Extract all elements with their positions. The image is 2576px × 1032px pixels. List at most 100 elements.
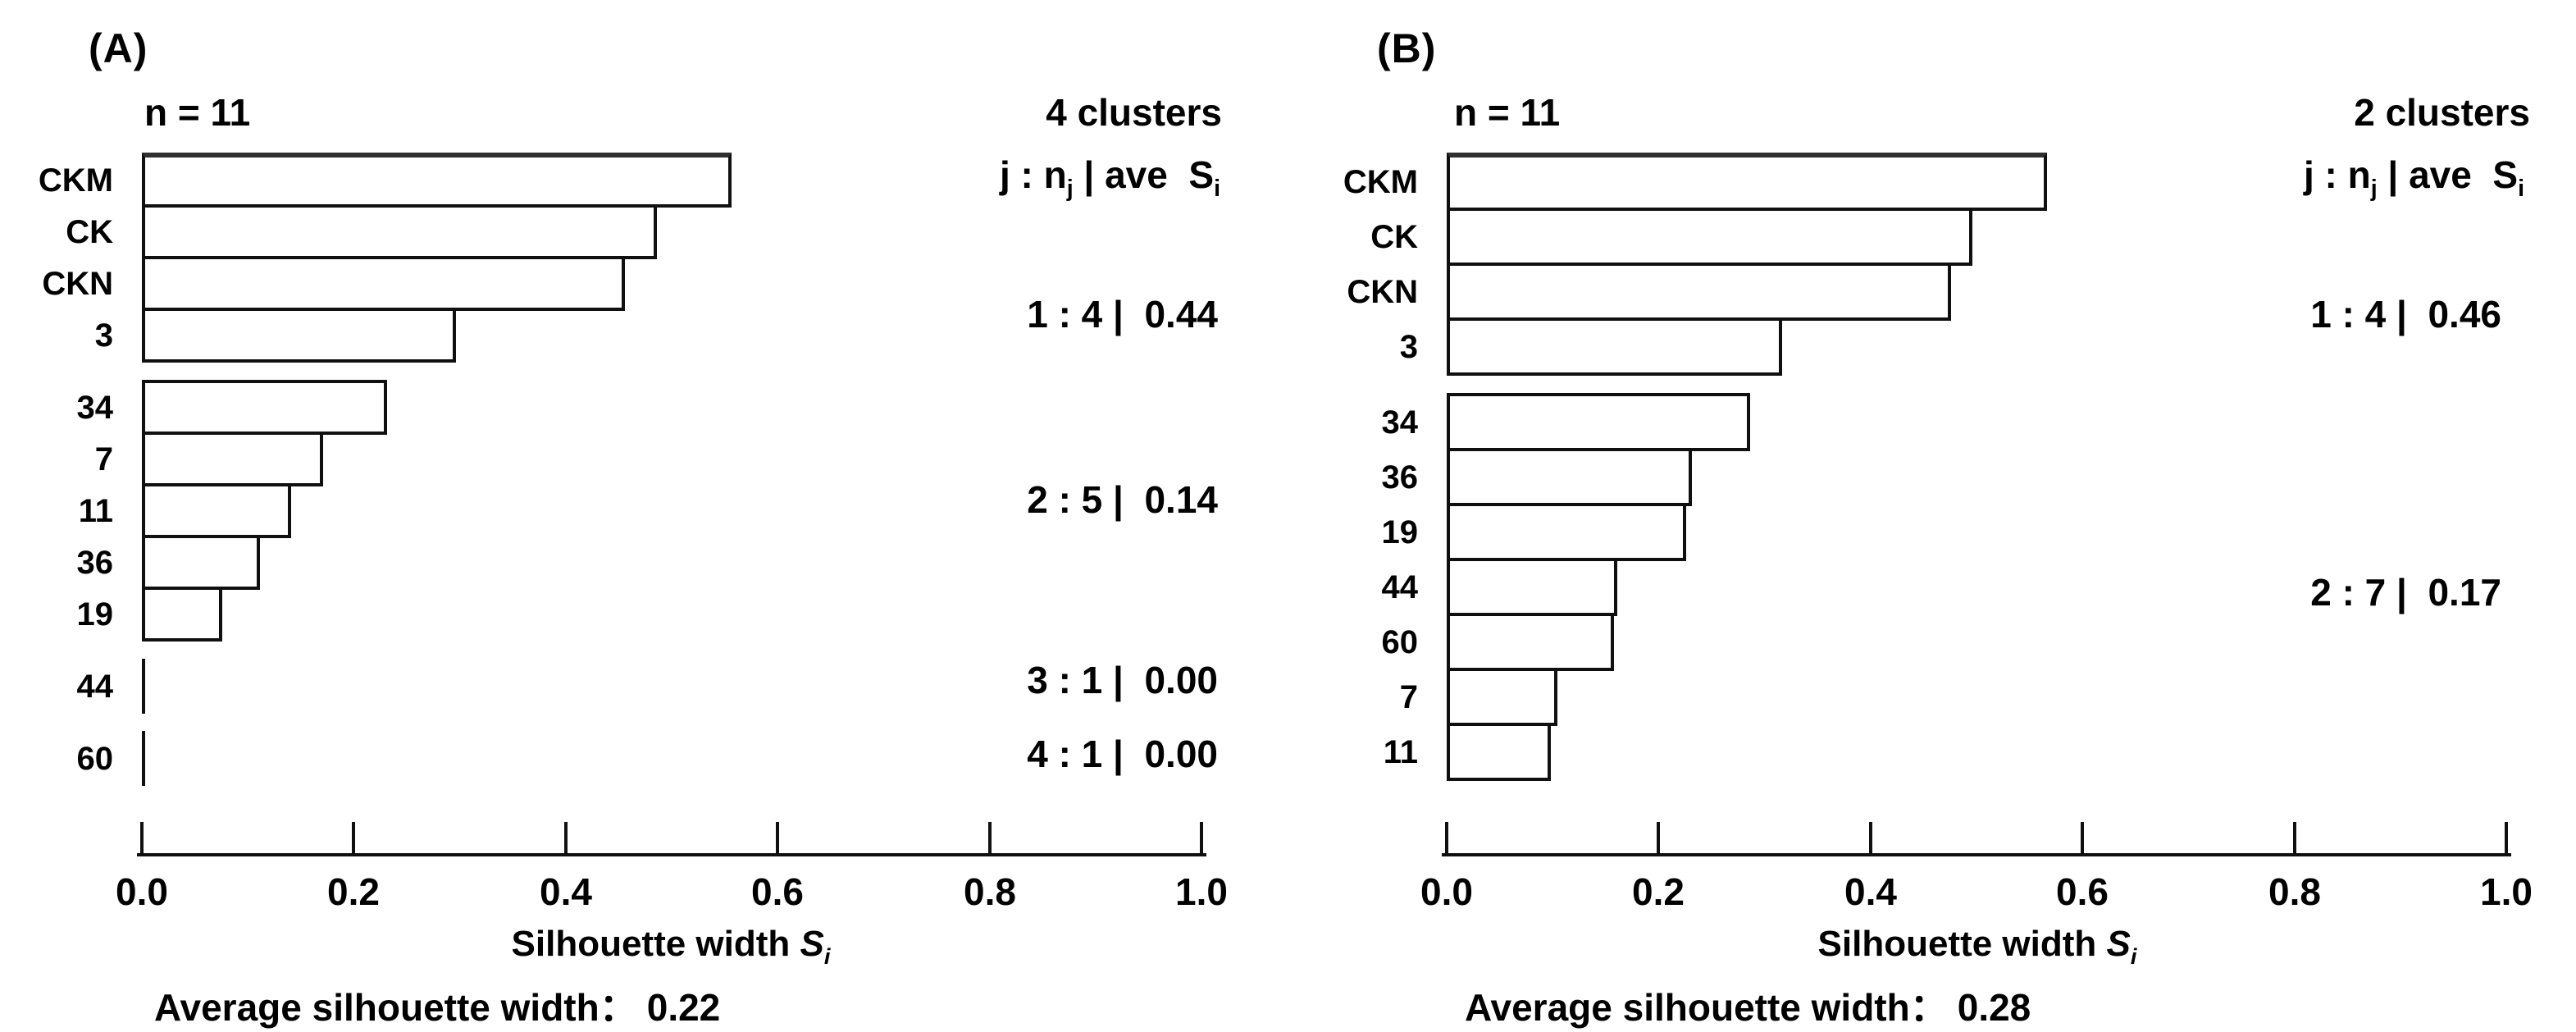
bar-60: [142, 731, 145, 786]
x-axis-tick-label: 0.2: [1632, 870, 1685, 913]
x-axis-line: [137, 853, 1206, 856]
x-axis-tick: [2081, 822, 2084, 853]
average-label: Average silhouette width：: [1465, 986, 1948, 1029]
x-axis-tick: [1657, 822, 1660, 853]
axis-title-symbol: S: [800, 924, 824, 964]
x-axis-tick: [352, 822, 355, 853]
bar-36: [1447, 448, 1692, 506]
average-value: 0.28: [1957, 986, 2031, 1029]
bar-label-34: 34: [1381, 404, 1419, 441]
bar-label-36: 36: [76, 544, 114, 581]
bar-3: [142, 308, 456, 363]
bar-label-7: 7: [1399, 678, 1418, 715]
panel-a-cluster-count-label: 4 clusters: [1046, 91, 1222, 134]
bar-label-11: 11: [1383, 733, 1418, 770]
axis-title-symbol-sub: i: [2130, 943, 2137, 969]
legend-middle-sub: i: [2518, 176, 2524, 203]
bar-label-CKM: CKM: [38, 162, 113, 199]
x-axis-tick: [2293, 822, 2296, 853]
x-axis-tick-label: 0.0: [116, 870, 168, 913]
bar-label-60: 60: [1381, 623, 1419, 660]
bar-label-CKN: CKN: [42, 265, 113, 302]
bar-label-3: 3: [94, 317, 113, 354]
legend-middle: | ave S: [1073, 153, 1215, 196]
bar-label-7: 7: [94, 441, 113, 477]
axis-title-symbol: S: [2106, 924, 2131, 964]
bar-label-44: 44: [76, 668, 114, 705]
cluster-annotation-1: 1 : 4 | 0.44: [1027, 293, 1218, 336]
bar-19: [1447, 503, 1686, 561]
bar-CK: [1447, 208, 1972, 266]
average-label: Average silhouette width：: [154, 986, 637, 1029]
panel-b-average-silhouette-width: Average silhouette width： 0.28: [1465, 978, 2031, 1032]
bar-44: [1447, 558, 1617, 616]
cluster-annotation-2: 2 : 5 | 0.14: [1027, 478, 1218, 521]
axis-title-symbol-sub: i: [823, 943, 831, 969]
bar-label-60: 60: [76, 740, 114, 777]
x-axis-tick: [1869, 822, 1872, 853]
x-axis-tick: [2505, 822, 2508, 853]
bar-label-CKN: CKN: [1347, 273, 1418, 310]
bar-label-3: 3: [1399, 328, 1418, 365]
panel-b-x-axis-title: Silhouette width Si: [1608, 924, 2346, 970]
legend-middle: | ave S: [2377, 153, 2519, 196]
average-value: 0.22: [646, 986, 721, 1029]
bar-11: [142, 483, 291, 538]
x-axis-tick: [140, 822, 144, 853]
axis-title-text: Silhouette width: [511, 924, 800, 964]
panel-a-sample-size-label: n = 11: [144, 91, 251, 134]
x-axis-tick-label: 1.0: [1175, 870, 1228, 913]
x-axis-tick: [776, 822, 779, 853]
cluster-annotation-4: 4 : 1 | 0.00: [1027, 733, 1218, 775]
legend-prefix-sub: j: [1066, 176, 1074, 203]
x-axis-tick-label: 0.6: [751, 870, 804, 913]
bar-label-19: 19: [76, 596, 114, 632]
bar-label-19: 19: [1381, 514, 1419, 550]
bar-34: [1447, 393, 1750, 451]
panel-b-cluster-count-label: 2 clusters: [2354, 91, 2530, 134]
legend-prefix: j : n: [999, 153, 1067, 196]
bar-label-CK: CK: [66, 213, 113, 250]
x-axis-tick-label: 0.0: [1420, 870, 1473, 913]
x-axis-tick-label: 0.2: [327, 870, 380, 913]
panel-b-cluster-legend-header: j : nj | ave Si: [2114, 153, 2524, 203]
panel-b-tag: (B): [1377, 25, 1437, 71]
x-axis-tick: [1200, 822, 1203, 853]
bar-60: [1447, 613, 1614, 671]
x-axis-tick: [1445, 822, 1448, 853]
bar-19: [142, 587, 222, 642]
bar-CK: [142, 204, 657, 259]
x-axis-line: [1442, 853, 2511, 856]
x-axis-tick-label: 1.0: [2480, 870, 2533, 913]
panel-a-cluster-legend-header: j : nj | ave Si: [810, 153, 1220, 203]
x-axis-tick-label: 0.4: [540, 870, 592, 913]
bar-label-11: 11: [78, 492, 113, 529]
x-axis-tick-label: 0.6: [2056, 870, 2109, 913]
legend-middle-sub: i: [1214, 176, 1220, 203]
panel-a-x-axis-title: Silhouette width Si: [302, 924, 1040, 970]
bar-CKN: [1447, 263, 1951, 321]
cluster-annotation-2: 2 : 7 | 0.17: [2310, 571, 2501, 614]
bar-label-CKM: CKM: [1343, 163, 1418, 200]
bar-44: [142, 659, 145, 714]
legend-prefix: j : n: [2303, 153, 2371, 196]
bar-CKM: [1447, 153, 2047, 211]
cluster-annotation-3: 3 : 1 | 0.00: [1027, 659, 1218, 701]
bar-CKN: [142, 256, 625, 311]
panel-b-sample-size-label: n = 11: [1454, 91, 1561, 134]
bar-3: [1447, 317, 1782, 376]
bar-34: [142, 380, 387, 435]
bar-label-CK: CK: [1370, 218, 1418, 255]
bar-11: [1447, 723, 1551, 781]
cluster-annotation-1: 1 : 4 | 0.46: [2310, 293, 2501, 336]
bar-7: [142, 432, 323, 486]
x-axis-tick-label: 0.8: [964, 870, 1016, 913]
x-axis-tick: [564, 822, 568, 853]
bar-36: [142, 535, 260, 590]
x-axis-tick-label: 0.8: [2268, 870, 2321, 913]
bar-label-44: 44: [1381, 569, 1419, 605]
legend-prefix-sub: j: [2370, 176, 2378, 203]
bar-label-34: 34: [76, 389, 114, 426]
bar-label-36: 36: [1381, 459, 1419, 495]
bar-7: [1447, 668, 1557, 726]
